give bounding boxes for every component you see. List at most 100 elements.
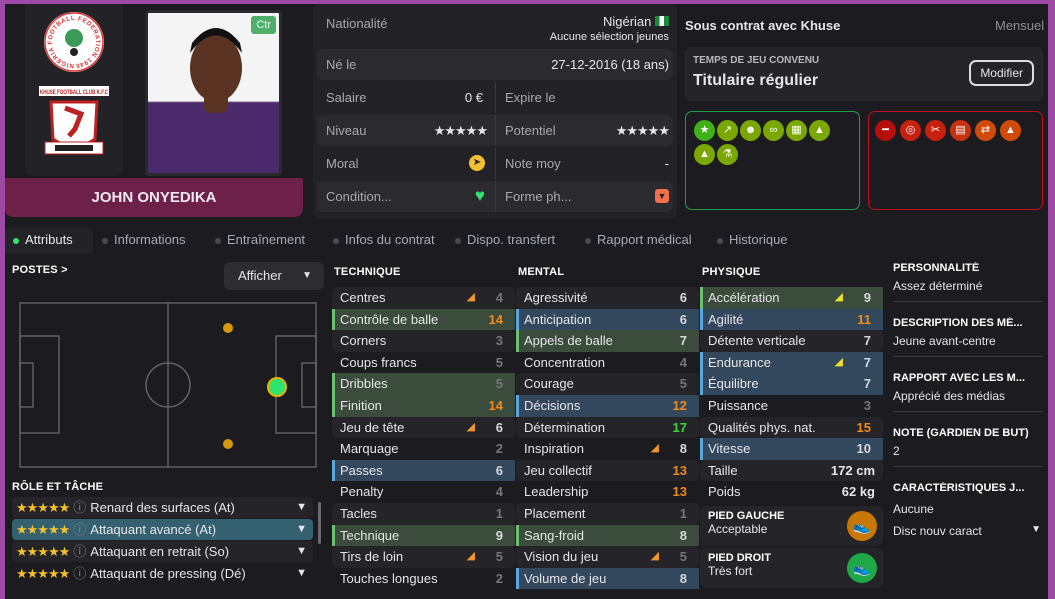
attribute-row[interactable]: Centres ◢ 4 [332, 287, 515, 309]
player-profile: NIGERIA FOOTBALL FEDERATION 1945 KHUSE F… [5, 4, 1048, 599]
discover-traits-dropdown[interactable]: Disc nouv caract ▼ [893, 524, 1043, 538]
attribute-row[interactable]: Volume de jeu 8 [516, 567, 699, 590]
info-icon[interactable]: ⓘ [73, 522, 87, 537]
attribute-name: Dribbles [340, 376, 388, 392]
info-icon[interactable]: ⓘ [73, 544, 87, 559]
attribute-row[interactable]: Courage 5 [516, 373, 699, 395]
position-dot-secondary[interactable] [223, 439, 233, 449]
attribute-name: Agilité [708, 311, 744, 327]
attribute-row[interactable]: Agressivité 6 [516, 287, 699, 309]
trend-up-icon[interactable]: ↗ [717, 120, 738, 141]
tab-6[interactable]: Historique [709, 228, 799, 254]
cone-up-icon[interactable]: ▲ [694, 144, 715, 165]
physique-title: PHYSIQUE [702, 266, 761, 278]
role-row[interactable]: ★★★★★ ⓘ Attaquant de pressing (Dé) ▼ [12, 563, 313, 584]
attribute-row[interactable]: Équilibre 7 [700, 373, 883, 395]
chevron-down-icon[interactable]: ▼ [296, 501, 307, 513]
attribute-row[interactable]: Tirs de loin ◢ 5 [332, 546, 515, 568]
role-row[interactable]: ★★★★★ ⓘ Renard des surfaces (At) ▼ [12, 497, 313, 518]
info-icon[interactable]: ⓘ [73, 500, 87, 515]
attribute-row[interactable]: Technique 9 [332, 524, 515, 547]
roles-scrollbar[interactable] [318, 502, 321, 544]
attribute-name: Tacles [340, 505, 377, 521]
attribute-value: 7 [863, 376, 871, 392]
attribute-row[interactable]: Concentration 4 [516, 352, 699, 374]
tab-4[interactable]: Dispo. transfert [447, 228, 576, 254]
attribute-row[interactable]: Jeu collectif 13 [516, 459, 699, 482]
attribute-row[interactable]: Détermination 17 [516, 416, 699, 439]
arrow-up-icon: ◢ [466, 420, 475, 433]
heart-icon: ♥ [474, 186, 485, 205]
chevron-down-icon: ▼ [1031, 524, 1041, 535]
attribute-row[interactable]: Détente verticale 7 [700, 330, 883, 352]
positions-title[interactable]: POSTES > [12, 264, 68, 276]
attribute-row[interactable]: Endurance ◢ 7 [700, 351, 883, 374]
handshake-icon[interactable]: ⇄ [975, 120, 996, 141]
attribute-row[interactable]: Coups francs 5 [332, 352, 515, 374]
attribute-row[interactable]: Vitesse 10 [700, 438, 883, 460]
tab-0[interactable]: Attributs [5, 228, 93, 254]
tab-1[interactable]: Informations [94, 228, 206, 254]
attribute-row[interactable]: Penalty 4 [332, 481, 515, 503]
attribute-row[interactable]: Touches longues 2 [332, 568, 515, 590]
attribute-row[interactable]: Décisions 12 [516, 394, 699, 417]
attribute-name: Équilibre [708, 376, 759, 392]
display-dropdown[interactable]: Afficher ▼ [224, 262, 324, 290]
attribute-value: 7 [863, 354, 871, 370]
attribute-row[interactable]: Jeu de tête ◢ 6 [332, 416, 515, 439]
attribute-name: Technique [340, 527, 400, 543]
report-icon[interactable]: ▤ [950, 120, 971, 141]
role-stars: ★★★★★ [16, 544, 70, 559]
attribute-row[interactable]: Corners 3 [332, 330, 515, 352]
tactics-board-icon[interactable]: ▦ [786, 120, 807, 141]
attribute-row[interactable]: Contrôle de balle 14 [332, 308, 515, 331]
attribute-value: 11 [857, 311, 871, 327]
star-icon[interactable]: ★ [694, 120, 715, 141]
attribute-value: 5 [495, 549, 503, 565]
modify-button[interactable]: Modifier [969, 60, 1034, 86]
role-row[interactable]: ★★★★★ ⓘ Attaquant avancé (At) ▼ [12, 519, 313, 540]
attribute-row[interactable]: Inspiration ◢ 8 [516, 438, 699, 460]
position-dot-secondary[interactable] [223, 323, 233, 333]
attribute-row[interactable]: Dribbles 5 [332, 373, 515, 395]
attribute-name: Appels de balle [524, 333, 613, 349]
chevron-down-icon[interactable]: ▼ [296, 523, 307, 535]
attribute-value: 7 [863, 333, 871, 349]
attribute-value: 2 [495, 570, 503, 586]
attribute-row[interactable]: Marquage 2 [332, 438, 515, 460]
chevron-down-icon[interactable]: ▼ [296, 545, 307, 557]
flask-icon[interactable]: ⚗ [717, 144, 738, 165]
attribute-row[interactable]: Finition 14 [332, 394, 515, 417]
target-icon[interactable]: ◎ [900, 120, 921, 141]
broken-bone-icon[interactable]: ✂ [925, 120, 946, 141]
brain-icon[interactable]: ☻ [740, 120, 761, 141]
attribute-row[interactable]: Vision du jeu ◢ 5 [516, 546, 699, 568]
tab-2[interactable]: Entraînement [207, 228, 324, 254]
role-row[interactable]: ★★★★★ ⓘ Attaquant en retrait (So) ▼ [12, 541, 313, 562]
condition: Condition... ♥ [317, 181, 495, 212]
position-dot-natural[interactable] [267, 377, 287, 397]
attribute-row[interactable]: Appels de balle 7 [516, 330, 699, 352]
attribute-row[interactable]: Agilité 11 [700, 308, 883, 331]
club-logo: KHUSE FOOTBALL CLUB K.F.C [39, 86, 109, 155]
dumbbell-icon[interactable]: ━ [875, 120, 896, 141]
attribute-row[interactable]: Puissance 3 [700, 395, 883, 417]
attribute-row[interactable]: Sang-froid 8 [516, 524, 699, 547]
attribute-row[interactable]: Passes 6 [332, 459, 515, 482]
tab-5[interactable]: Rapport médical [577, 228, 708, 254]
info-icon[interactable]: ⓘ [73, 566, 87, 581]
tab-3[interactable]: Infos du contrat [325, 228, 446, 254]
cone-gear-icon[interactable]: ▲ [1000, 120, 1021, 141]
cone-smile-icon[interactable]: ▲ [809, 120, 830, 141]
attribute-row[interactable]: Accélération ◢ 9 [700, 287, 883, 309]
attribute-name: Agressivité [524, 290, 588, 305]
role-label: Renard des surfaces (At) [90, 500, 235, 515]
attribute-row[interactable]: Placement 1 [516, 502, 699, 525]
chevron-down-icon[interactable]: ▼ [296, 567, 307, 579]
attribute-row[interactable]: Anticipation 6 [516, 308, 699, 331]
attribute-row[interactable]: Leadership 13 [516, 481, 699, 503]
attribute-row[interactable]: Tacles 1 [332, 502, 515, 525]
attribute-row[interactable]: Qualités phys. nat. 15 [700, 416, 883, 439]
attribute-name: Courage [524, 376, 574, 392]
chain-icon[interactable]: ∞ [763, 120, 784, 141]
